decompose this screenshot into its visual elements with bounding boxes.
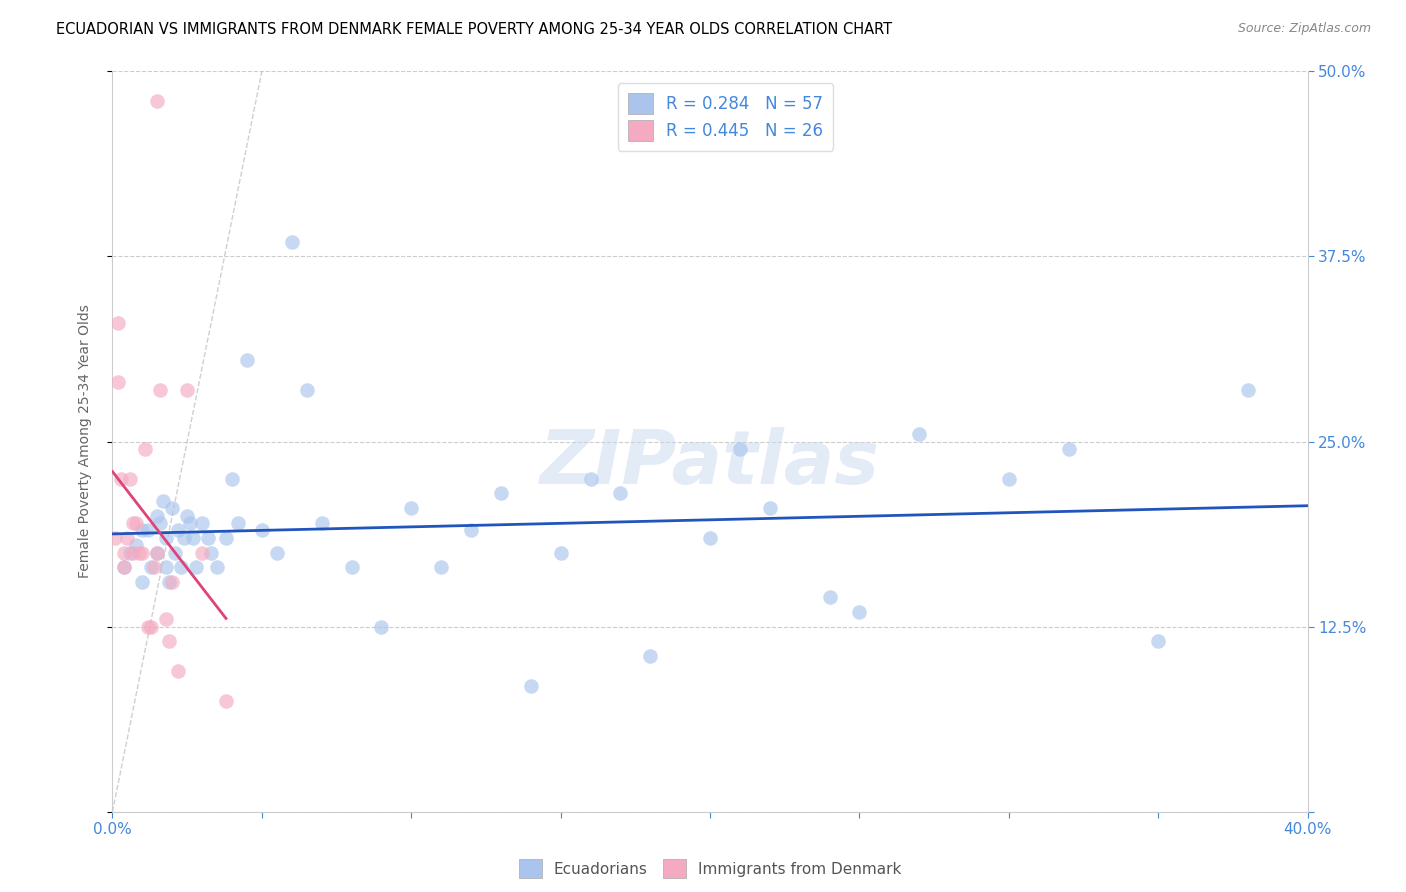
- Point: [104, 531, 127, 545]
- Text: Source: ZipAtlas.com: Source: ZipAtlas.com: [1237, 22, 1371, 36]
- Point: [430, 560, 453, 574]
- Point: [155, 612, 177, 626]
- Point: [167, 664, 190, 678]
- Point: [998, 471, 1021, 485]
- Point: [818, 590, 841, 604]
- Point: [728, 442, 751, 456]
- Point: [281, 235, 304, 249]
- Point: [155, 531, 177, 545]
- Point: [550, 546, 572, 560]
- Point: [221, 471, 243, 485]
- Text: ZIPatlas: ZIPatlas: [540, 427, 880, 500]
- Point: [197, 531, 219, 545]
- Point: [266, 546, 288, 560]
- Point: [114, 560, 135, 574]
- Point: [107, 376, 129, 390]
- Point: [107, 316, 129, 330]
- Point: [759, 501, 782, 516]
- Point: [370, 619, 392, 633]
- Point: [640, 649, 662, 664]
- Point: [460, 524, 482, 538]
- Point: [215, 694, 238, 708]
- Point: [114, 546, 135, 560]
- Point: [146, 546, 169, 560]
- Point: [141, 619, 163, 633]
- Point: [131, 524, 153, 538]
- Point: [146, 546, 169, 560]
- Point: [191, 516, 214, 530]
- Y-axis label: Female Poverty Among 25-34 Year Olds: Female Poverty Among 25-34 Year Olds: [77, 304, 91, 579]
- Point: [186, 560, 208, 574]
- Point: [1237, 383, 1260, 397]
- Point: [165, 546, 187, 560]
- Legend: Ecuadorians, Immigrants from Denmark: Ecuadorians, Immigrants from Denmark: [519, 860, 901, 878]
- Point: [226, 516, 249, 530]
- Point: [134, 442, 156, 456]
- Text: ECUADORIAN VS IMMIGRANTS FROM DENMARK FEMALE POVERTY AMONG 25-34 YEAR OLDS CORRE: ECUADORIAN VS IMMIGRANTS FROM DENMARK FE…: [56, 22, 893, 37]
- Point: [131, 575, 153, 590]
- Point: [340, 560, 363, 574]
- Point: [489, 486, 512, 500]
- Point: [141, 560, 163, 574]
- Point: [1147, 634, 1170, 648]
- Point: [155, 560, 177, 574]
- Point: [295, 383, 318, 397]
- Point: [146, 508, 169, 523]
- Point: [120, 546, 142, 560]
- Point: [609, 486, 631, 500]
- Point: [162, 575, 183, 590]
- Point: [122, 516, 145, 530]
- Point: [181, 531, 204, 545]
- Point: [170, 560, 193, 574]
- Point: [176, 383, 198, 397]
- Point: [191, 546, 214, 560]
- Point: [131, 546, 153, 560]
- Point: [114, 560, 135, 574]
- Point: [579, 471, 602, 485]
- Point: [908, 427, 931, 442]
- Point: [146, 94, 169, 108]
- Point: [152, 493, 174, 508]
- Point: [311, 516, 333, 530]
- Point: [128, 546, 150, 560]
- Point: [250, 524, 273, 538]
- Point: [110, 471, 132, 485]
- Point: [236, 353, 259, 368]
- Point: [122, 546, 145, 560]
- Point: [205, 560, 228, 574]
- Point: [848, 605, 870, 619]
- Point: [401, 501, 423, 516]
- Point: [125, 516, 148, 530]
- Point: [167, 524, 190, 538]
- Point: [149, 516, 172, 530]
- Point: [149, 383, 172, 397]
- Point: [520, 679, 543, 693]
- Point: [143, 560, 166, 574]
- Point: [125, 538, 148, 552]
- Point: [117, 531, 139, 545]
- Point: [157, 634, 180, 648]
- Point: [138, 524, 160, 538]
- Point: [1057, 442, 1080, 456]
- Point: [200, 546, 222, 560]
- Point: [157, 575, 180, 590]
- Point: [176, 508, 198, 523]
- Point: [173, 531, 195, 545]
- Point: [120, 471, 142, 485]
- Point: [215, 531, 238, 545]
- Point: [179, 516, 201, 530]
- Point: [162, 501, 183, 516]
- Point: [138, 619, 160, 633]
- Point: [699, 531, 721, 545]
